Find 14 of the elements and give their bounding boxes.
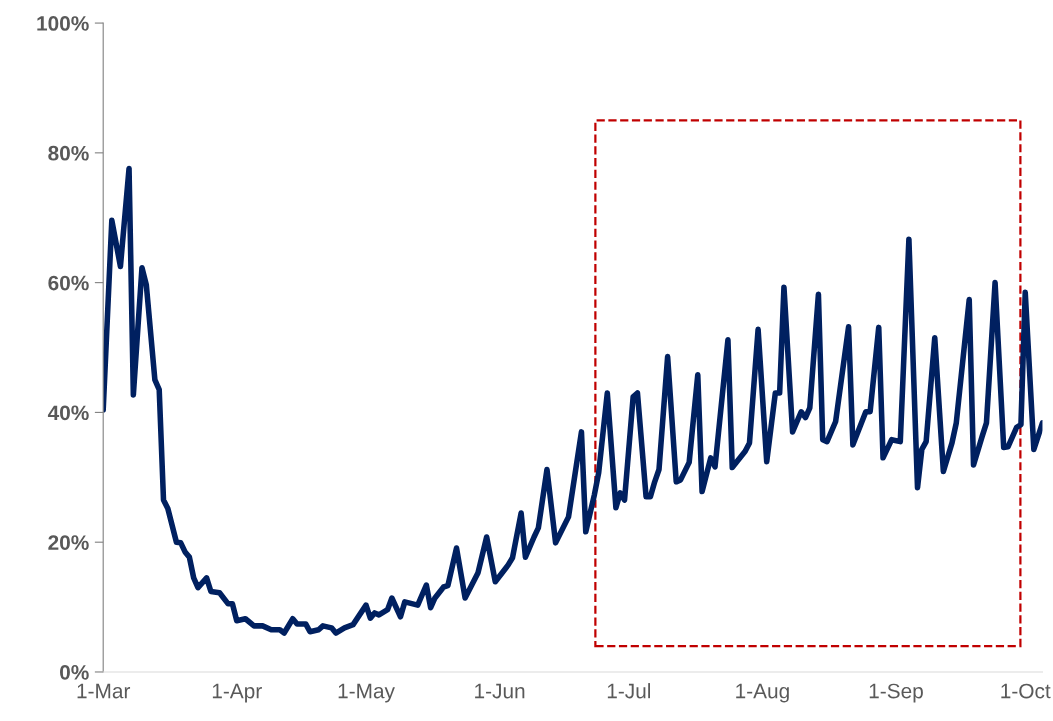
y-tick-label: 60% bbox=[48, 275, 89, 291]
x-tick-label: 1-May bbox=[338, 683, 395, 703]
x-tick-label: 1-Jul bbox=[607, 683, 651, 699]
y-tick-label: 100% bbox=[37, 16, 89, 31]
x-tick-label: 1-Apr bbox=[212, 683, 262, 703]
y-tick-label: 80% bbox=[48, 145, 89, 161]
x-tick-label: 1-Aug bbox=[736, 683, 789, 703]
y-tick-label: 0% bbox=[60, 664, 89, 680]
x-tick-label: 1-Jun bbox=[475, 683, 525, 699]
y-tick-label: 40% bbox=[47, 405, 89, 421]
y-tick-label: 20% bbox=[48, 535, 89, 550]
x-tick-label: 1-Sep bbox=[869, 683, 923, 703]
x-tick-label: 1-Mar bbox=[77, 683, 131, 699]
x-tick-label: 1-Oct bbox=[1001, 683, 1051, 699]
